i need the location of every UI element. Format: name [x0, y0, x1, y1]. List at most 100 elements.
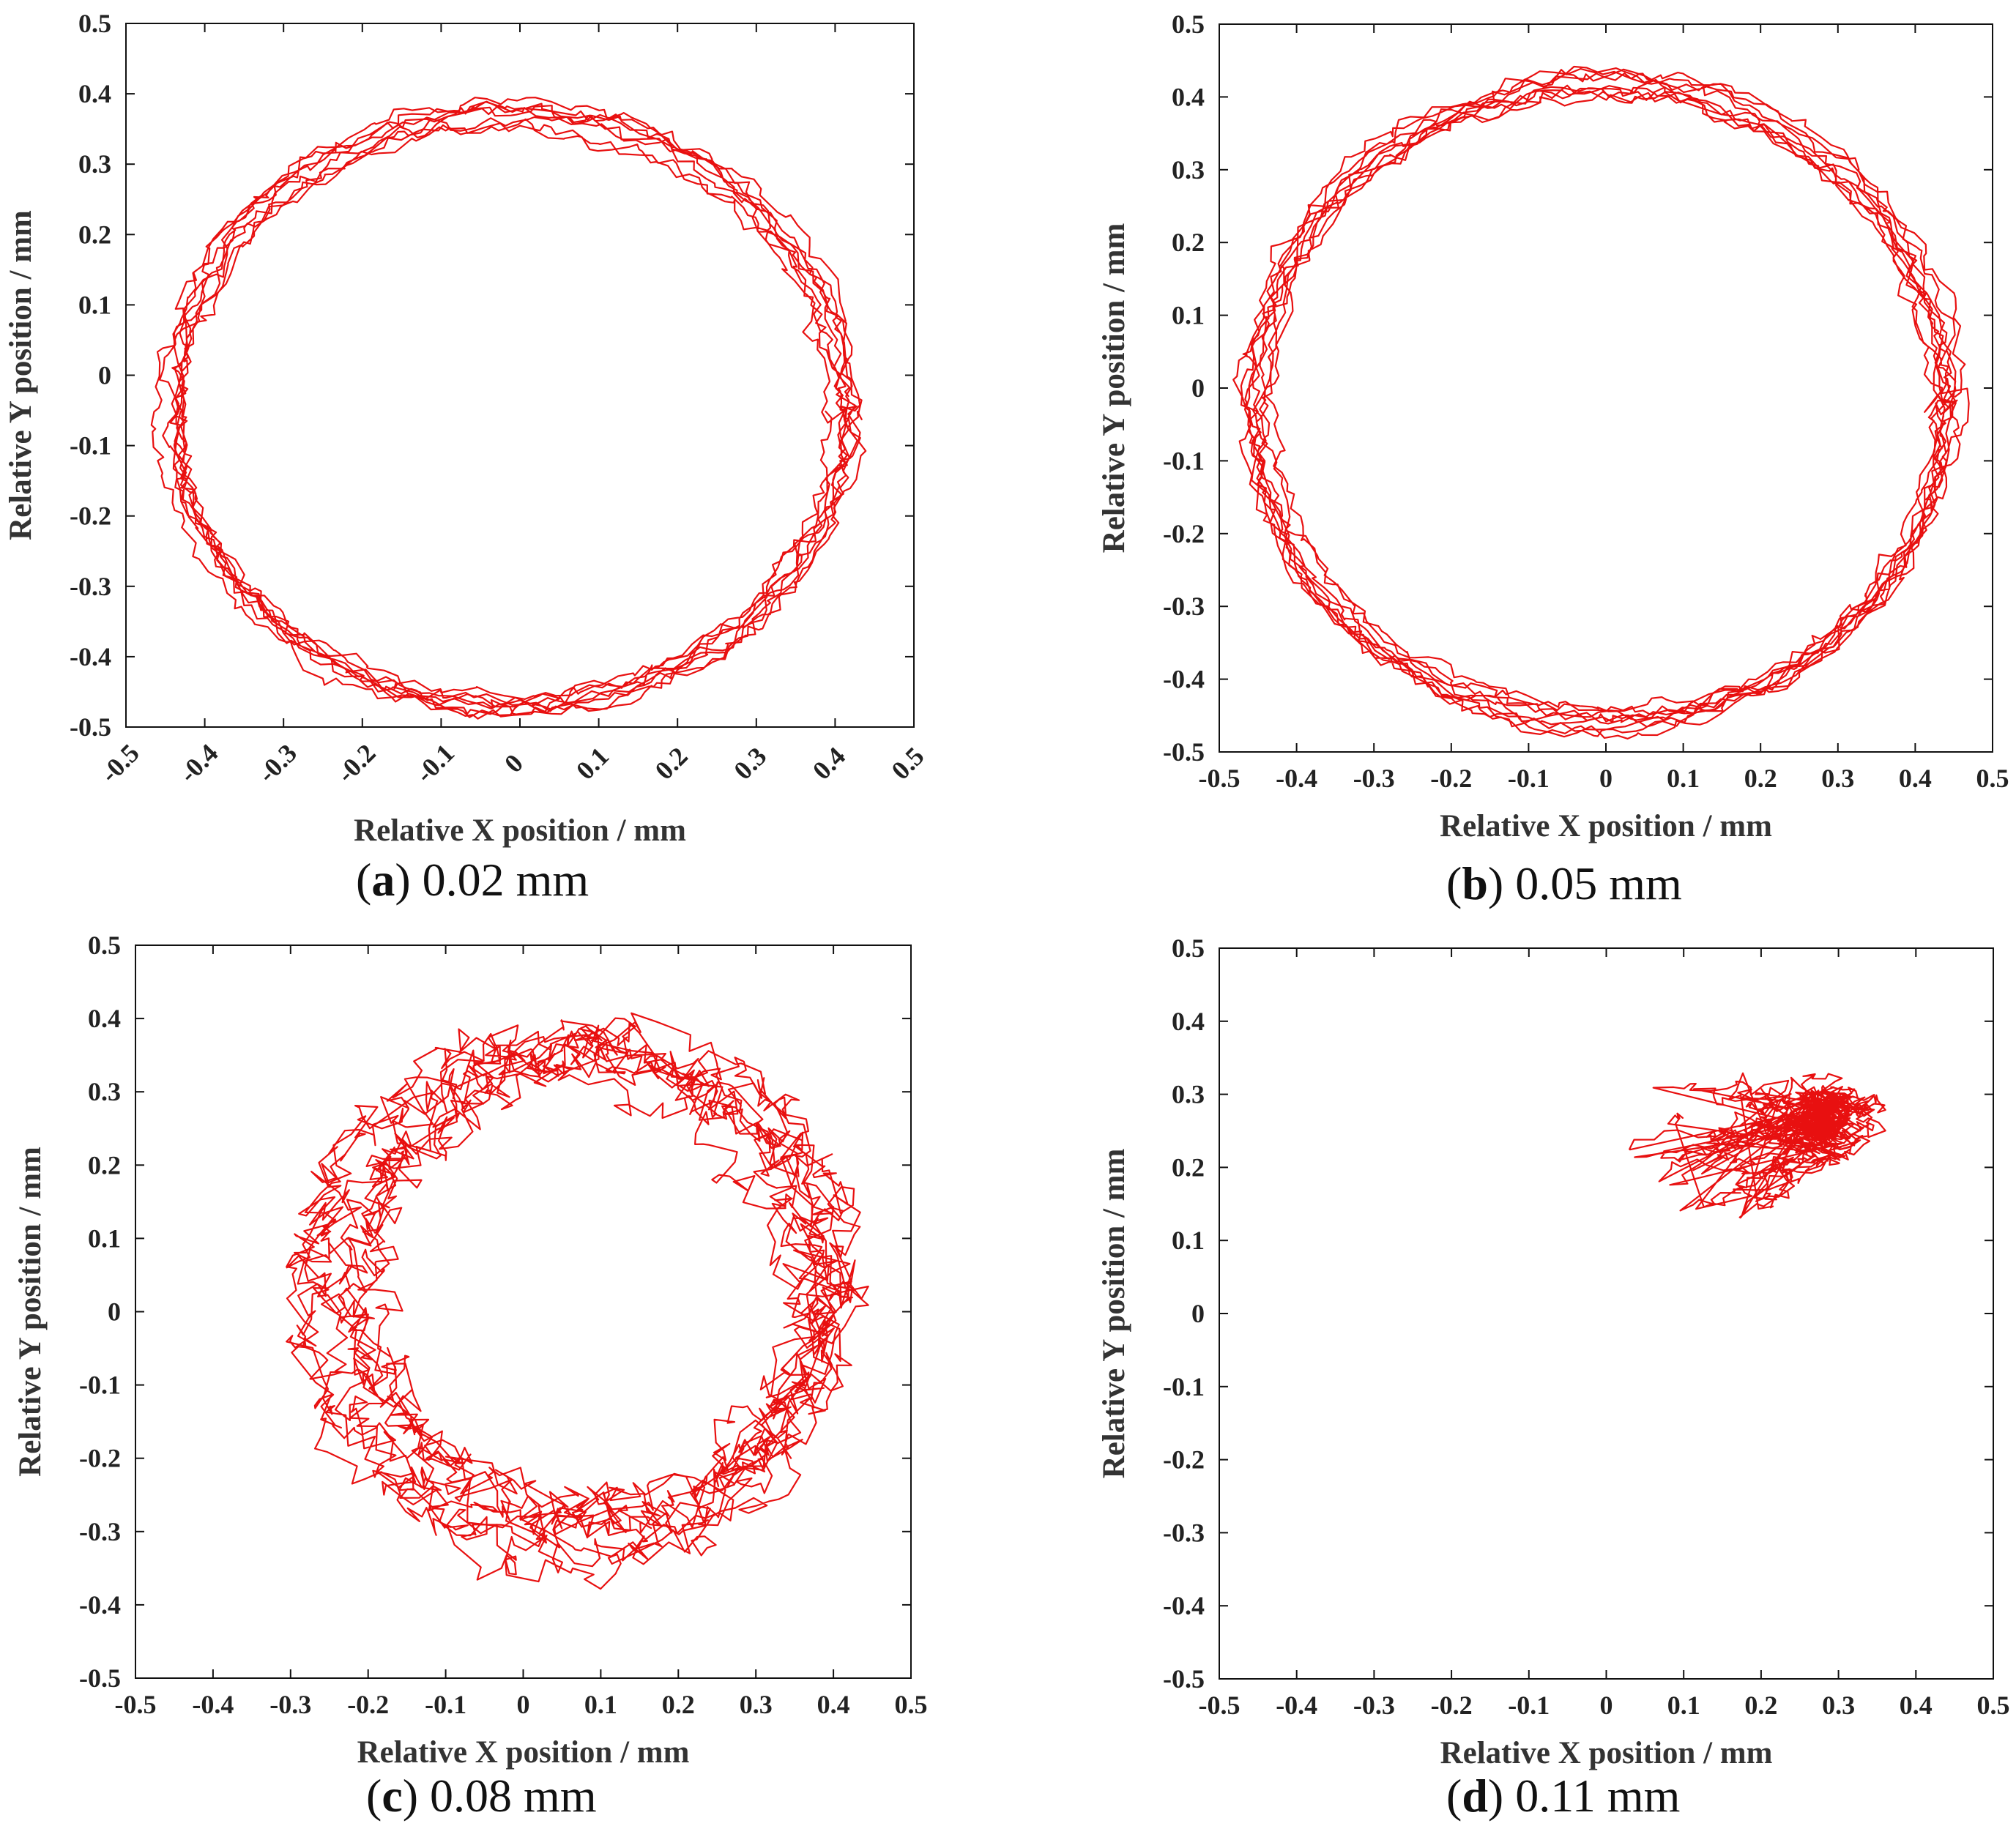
panel-c-x-tick-label: 0.5: [895, 1690, 928, 1719]
panel-c-y-axis-label: Relative Y position / mm: [13, 1147, 48, 1477]
panel-c-y-tick-label: -0.1: [79, 1371, 121, 1400]
panel-a-y-tick-label: -0.2: [70, 502, 111, 531]
panel-a-caption-letter: a: [371, 854, 395, 906]
panel-a-x-tick-label: -0.3: [252, 738, 302, 789]
panel-d-x-tick-label: 0.3: [1822, 1691, 1855, 1720]
panel-d-x-tick-label: -0.2: [1431, 1691, 1473, 1720]
panel-b-x-tick-label: -0.3: [1353, 764, 1395, 793]
panel-c-x-tick-label: 0.3: [740, 1690, 773, 1719]
panel-a-y-tick-label: 0.4: [78, 79, 111, 108]
panel-d-y-tick-label: 0.5: [1172, 934, 1205, 963]
panel-d-y-tick-label: -0.2: [1163, 1445, 1205, 1475]
panel-d-x-tick-label: -0.5: [1199, 1691, 1241, 1720]
panel-a-x-tick-label: 0.3: [728, 741, 772, 785]
panel-a-x-tick-label: 0.4: [807, 741, 851, 785]
panel-b-trajectory-line: [1232, 65, 1970, 739]
panel-c-y-tick-label: 0.4: [88, 1004, 121, 1033]
panel-b-x-tick-label: 0.3: [1821, 764, 1854, 793]
panel-c-y-tick-label: 0.3: [88, 1077, 121, 1106]
panel-d-trajectory-line: [1629, 1072, 1886, 1219]
panel-b-x-tick-label: 0: [1599, 764, 1613, 793]
panel-b-x-tick-label: -0.2: [1430, 764, 1472, 793]
panel-b-y-axis-label: Relative Y position / mm: [1097, 223, 1131, 553]
panel-b-x-tick-label: -0.5: [1199, 764, 1241, 793]
panel-c-x-tick-label: 0.1: [584, 1690, 617, 1719]
panel-b-y-tick-label: 0: [1191, 373, 1205, 403]
panel-c-trajectory-line: [286, 1012, 869, 1590]
panel-d-caption: (d) 0.11 mm: [1446, 1770, 1681, 1822]
panel-b-y-tick-label: -0.5: [1163, 737, 1205, 767]
panel-a-x-tick-label: 0.2: [650, 741, 693, 785]
panel-a-x-tick-label: -0.2: [331, 738, 382, 789]
panel-d-y-tick-label: -0.4: [1163, 1591, 1205, 1620]
panel-c-x-tick-label: -0.4: [192, 1690, 234, 1719]
panel-c-caption: (c) 0.08 mm: [366, 1770, 597, 1822]
panel-c-x-axis-label: Relative X position / mm: [357, 1735, 690, 1770]
panel-c-x-tick-label: -0.3: [269, 1690, 311, 1719]
panel-b-x-tick-label: 0.2: [1744, 764, 1777, 793]
panel-d-x-tick-label: 0.1: [1667, 1691, 1700, 1720]
panel-c-y-tick-label: -0.4: [79, 1590, 121, 1620]
panel-a-trajectory-line: [150, 97, 867, 720]
panel-a-x-axis-label: Relative X position / mm: [354, 813, 686, 848]
panel-d-x-tick-label: -0.3: [1353, 1691, 1395, 1720]
panel-d-y-tick-label: -0.5: [1163, 1664, 1205, 1694]
panel-d-y-tick-label: 0.4: [1172, 1007, 1205, 1036]
panel-c-x-tick-label: 0: [517, 1690, 530, 1719]
panel-c-y-tick-label: -0.3: [79, 1517, 121, 1546]
panel-d-y-tick-label: -0.1: [1163, 1372, 1205, 1401]
panel-a-x-tick-label: -0.4: [174, 738, 224, 789]
panel-b-y-tick-label: -0.3: [1163, 592, 1205, 621]
panel-a-y-tick-label: -0.1: [70, 431, 111, 461]
panel-c-y-tick-label: -0.5: [79, 1663, 121, 1693]
panel-b-x-tick-label: 0.1: [1667, 764, 1700, 793]
panel-d-caption-letter: d: [1462, 1770, 1488, 1822]
panel-a-x-tick-label: -0.1: [410, 738, 461, 789]
panel-c-chart: -0.5 -0.4 -0.3 -0.2 -0.1 0 0.1 0.2 0.3 0.4 0.5 -0.5…: [13, 931, 928, 1770]
panel-a-axes-frame: [125, 23, 915, 728]
panel-c-y-tick-label: 0: [108, 1297, 121, 1327]
panel-d-x-tick-label: -0.1: [1508, 1691, 1550, 1720]
panel-d-chart: -0.5 -0.4 -0.3 -0.2 -0.1 0 0.1 0.2 0.3 0.4 0.5 -0.5…: [1097, 934, 2010, 1770]
panel-a-caption: (a) 0.02 mm: [356, 854, 589, 906]
panel-d-caption-text: 0.11 mm: [1515, 1770, 1681, 1822]
panel-d-x-tick-label: 0: [1600, 1691, 1613, 1720]
panel-d-y-tick-label: 0: [1191, 1299, 1205, 1328]
panel-a-y-tick-label: -0.5: [70, 712, 111, 742]
panel-c-caption-text: 0.08 mm: [430, 1770, 597, 1822]
panel-b-y-tick-label: 0.4: [1172, 82, 1205, 111]
panel-a-x-tick-label: 0: [499, 748, 529, 778]
panel-c-y-tick-label: 0.5: [88, 931, 121, 960]
panel-b-x-tick-label: -0.1: [1508, 764, 1550, 793]
panel-d-x-tick-label: 0.5: [1977, 1691, 2010, 1720]
panel-b-y-tick-label: -0.4: [1163, 665, 1205, 694]
panel-d-x-tick-label: -0.4: [1276, 1691, 1317, 1720]
panel-a-y-tick-label: 0.3: [78, 149, 111, 179]
panel-b-caption-letter: b: [1462, 857, 1488, 909]
panel-d-y-axis-label: Relative Y position / mm: [1097, 1148, 1131, 1478]
panel-b-x-tick-label: 0.5: [1976, 764, 2009, 793]
panel-b-caption-text: 0.05 mm: [1515, 857, 1682, 909]
panel-b-y-tick-label: 0.2: [1172, 228, 1205, 257]
panel-c-x-tick-label: 0.2: [662, 1690, 695, 1719]
panel-b-y-tick-label: 0.1: [1172, 301, 1205, 330]
panel-a-y-tick-label: -0.3: [70, 572, 111, 601]
panel-b-axes-frame: [1219, 23, 1993, 753]
panel-a-y-tick-label: 0: [98, 361, 111, 390]
panel-c-x-tick-label: 0.4: [817, 1690, 850, 1719]
panel-b-y-tick-label: 0.5: [1172, 10, 1205, 39]
panel-c-x-tick-label: -0.1: [425, 1690, 466, 1719]
panel-c-caption-letter: c: [382, 1770, 403, 1822]
panel-c-x-tick-label: -0.2: [347, 1690, 389, 1719]
panel-a-x-tick-label: 0.1: [570, 741, 614, 785]
panel-b-y-tick-label: -0.2: [1163, 519, 1205, 548]
panel-a-x-tick-label: 0.5: [885, 741, 929, 785]
panel-b-y-tick-label: -0.1: [1163, 446, 1205, 475]
panel-b-y-tick-label: 0.3: [1172, 155, 1205, 185]
panel-b-x-tick-label: 0.4: [1899, 764, 1932, 793]
panel-d-axes-frame: [1219, 947, 1994, 1680]
panel-a-y-tick-label: -0.4: [70, 642, 111, 671]
panel-a-caption-text: 0.02 mm: [422, 854, 589, 906]
panel-d-x-tick-label: 0.4: [1900, 1691, 1933, 1720]
